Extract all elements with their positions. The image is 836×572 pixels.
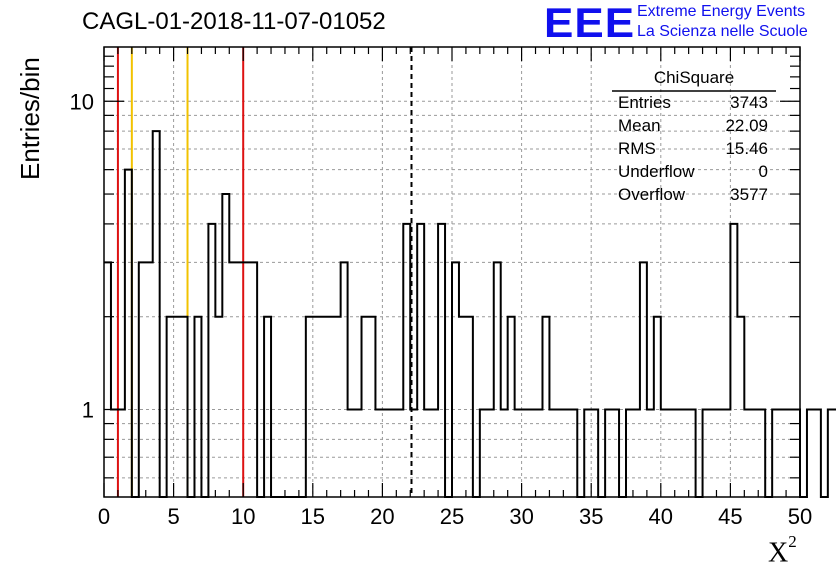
y-tick-label: 1 — [82, 397, 94, 422]
stats-value: 3743 — [730, 93, 768, 112]
logo-line-2: La Scienza nelle Scuole — [637, 23, 808, 40]
eee-logo: EEE — [544, 0, 636, 47]
x-tick-label: 30 — [509, 504, 533, 529]
logo-line-1: Extreme Energy Events — [637, 3, 806, 20]
x-tick-label: 45 — [718, 504, 742, 529]
stats-label: Mean — [618, 116, 661, 135]
x-tick-label: 20 — [370, 504, 394, 529]
x-tick-label: 5 — [167, 504, 179, 529]
stats-label: RMS — [618, 139, 656, 158]
y-tick-label: 10 — [70, 89, 94, 114]
x-axis-title: X2 — [768, 532, 797, 569]
stats-value: 0 — [758, 162, 768, 181]
x-tick-label: 50 — [788, 504, 812, 529]
y-axis-title: Entries/bin — [15, 57, 45, 180]
tick-labels: 0 5 10 15 20 25 30 35 40 45 50 1 10 — [70, 89, 813, 529]
x-tick-label: 10 — [231, 504, 255, 529]
histogram-outline — [104, 130, 836, 498]
chart-title: CAGL-01-2018-11-07-01052 — [82, 8, 386, 35]
stats-box-title: ChiSquare — [653, 68, 735, 87]
stats-value: 22.09 — [725, 116, 768, 135]
stats-label: Underflow — [618, 162, 695, 181]
x-tick-label: 25 — [440, 504, 464, 529]
x-axis-title-sup: 2 — [788, 532, 797, 551]
stats-value: 3577 — [730, 185, 768, 204]
stats-label: Entries — [618, 93, 671, 112]
x-tick-label: 0 — [98, 504, 110, 529]
stats-value: 15.46 — [725, 139, 768, 158]
stats-label: Overflow — [618, 185, 686, 204]
histogram — [104, 130, 836, 498]
x-tick-label: 35 — [579, 504, 603, 529]
x-tick-label: 40 — [649, 504, 673, 529]
x-axis-title-base: X — [768, 537, 789, 569]
axes — [103, 46, 801, 498]
x-tick-label: 15 — [301, 504, 325, 529]
